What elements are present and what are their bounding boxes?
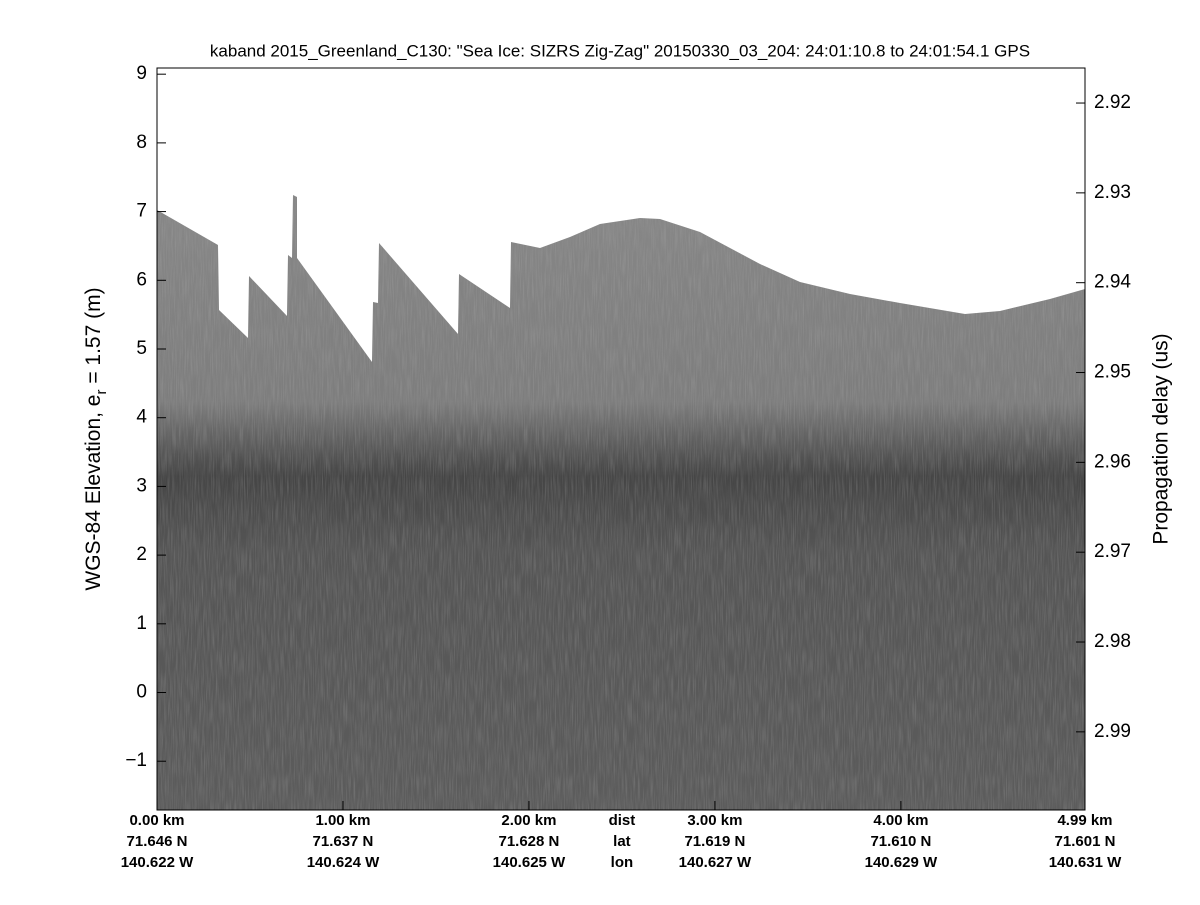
x-tick-lon: 140.627 W (679, 854, 752, 871)
y2-tick-label: 2.93 (1094, 182, 1131, 203)
chart-title: kaband 2015_Greenland_C130: "Sea Ice: SI… (210, 41, 1030, 60)
y-axis-label: WGS-84 Elevation, er = 1.57 (m) (82, 287, 111, 590)
y-tick-label: 1 (136, 613, 147, 634)
x-tick-label: 2.00 km (501, 812, 556, 829)
y2-tick-label: 2.96 (1094, 451, 1131, 472)
y-tick-label: 0 (136, 682, 147, 703)
x-tick-lat: 71.619 N (684, 833, 745, 850)
x-tick-lon: 140.622 W (121, 854, 194, 871)
y2-tick-label: 2.97 (1094, 541, 1131, 562)
x-tick-lat: 71.637 N (313, 833, 374, 850)
y-tick-label: 4 (136, 407, 147, 428)
y2-tick-label: 2.95 (1094, 362, 1131, 383)
x-row-label: lat (613, 833, 631, 850)
x-row-label: dist (609, 812, 636, 829)
x-tick-lon: 140.625 W (493, 854, 566, 871)
x-tick-label: 0.00 km (129, 812, 184, 829)
y-tick-label: 5 (136, 338, 147, 359)
y-tick-label: 7 (136, 201, 147, 222)
echogram-image (157, 195, 1085, 810)
x-tick-label: 4.99 km (1057, 812, 1112, 829)
plot-frame (156, 67, 1086, 811)
x-tick-label: 3.00 km (687, 812, 742, 829)
y2-tick-label: 2.98 (1094, 631, 1131, 652)
y2-axis-label: Propagation delay (us) (1150, 333, 1173, 544)
x-tick-lat: 71.628 N (498, 833, 559, 850)
x-row-label: lon (611, 854, 634, 871)
y2-tick-label: 2.92 (1094, 92, 1131, 113)
x-tick-lon: 140.631 W (1049, 854, 1122, 871)
x-tick-lon: 140.624 W (307, 854, 380, 871)
y-tick-label: 2 (136, 544, 147, 565)
x-tick-lat: 71.601 N (1055, 833, 1116, 850)
y2-tick-label: 2.94 (1094, 272, 1131, 293)
y-tick-label: 9 (136, 63, 147, 84)
y-tick-label: 3 (136, 475, 147, 496)
y-tick-label: −1 (125, 750, 147, 771)
y2-tick-label: 2.99 (1094, 721, 1131, 742)
x-tick-lat: 71.610 N (870, 833, 931, 850)
x-tick-label: 1.00 km (315, 812, 370, 829)
x-tick-label: 4.00 km (873, 812, 928, 829)
y-tick-label: 6 (136, 269, 147, 290)
x-tick-lon: 140.629 W (865, 854, 938, 871)
x-tick-lat: 71.646 N (127, 833, 188, 850)
y-tick-label: 8 (136, 132, 147, 153)
